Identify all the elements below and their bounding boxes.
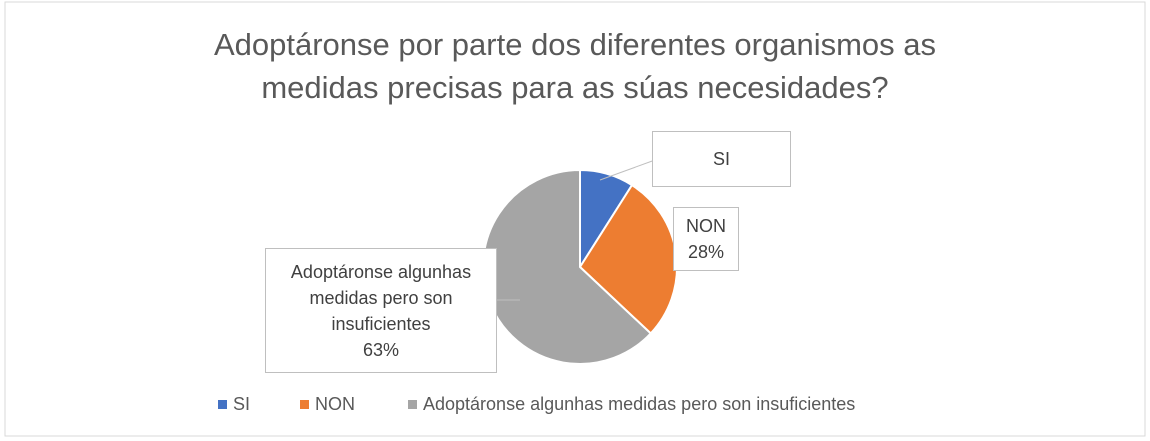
data-callout: Adoptáronse algunhas medidas pero son in… (265, 248, 497, 373)
legend-label: Adoptáronse algunhas medidas pero son in… (423, 394, 855, 414)
legend-label: NON (315, 394, 355, 414)
data-callout: NON 28% (673, 207, 739, 271)
callout-category: NON (686, 216, 726, 236)
legend-swatch (300, 400, 309, 409)
legend-swatch (408, 400, 417, 409)
pie (482, 168, 678, 365)
chart-title: Adoptáronse por parte dos diferentes org… (214, 27, 936, 105)
leader-line (599, 159, 656, 181)
callout-category: SI (712, 149, 730, 169)
legend: SI NON Adoptáronse algunhas medidas pero s… (218, 394, 855, 414)
data-label: 28% (687, 242, 725, 262)
callout-category: Adoptáronse algunhas medidas pero son in… (290, 261, 472, 334)
legend-swatch (218, 400, 227, 409)
data-label: 63% (362, 339, 400, 360)
data-callout: SI (652, 131, 791, 187)
legend-label: SI (233, 394, 250, 414)
